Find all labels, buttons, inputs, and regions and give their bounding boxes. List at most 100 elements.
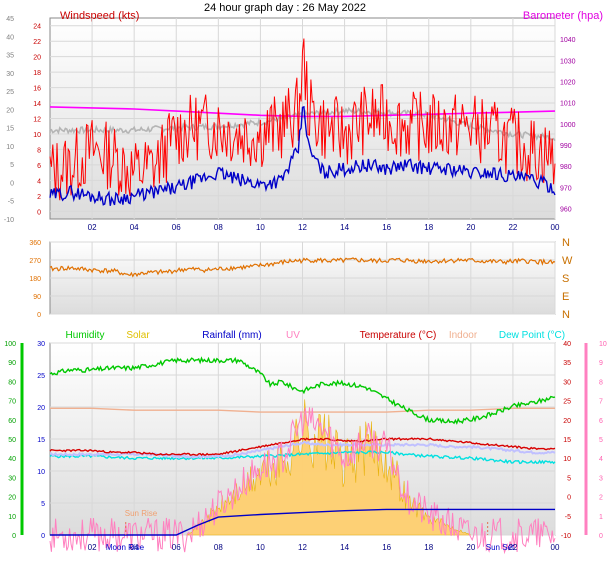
environment-x-tick-label: 04 bbox=[130, 543, 139, 552]
baro-tick-label: 980 bbox=[560, 164, 572, 171]
wind-grid bbox=[50, 18, 556, 219]
environment-x-tick-label: 14 bbox=[340, 543, 349, 552]
wind-right-ticks: 960 970 980 990 1000 1010 1020 1030 1040 bbox=[560, 37, 576, 213]
wind-outer-tick-label: 25 bbox=[6, 89, 14, 96]
wind-x-tick-label: 20 bbox=[466, 223, 475, 232]
solar-area-fill bbox=[185, 399, 471, 536]
direction-tick-label: 270 bbox=[29, 258, 41, 265]
uv-tick-label: 8 bbox=[599, 379, 603, 386]
sun-set-label: Sun Set bbox=[486, 543, 515, 552]
compass-label: N bbox=[562, 237, 570, 249]
wind-outer-tick-label: 30 bbox=[6, 71, 14, 78]
legend-entry: Dew Point (°C) bbox=[499, 330, 565, 341]
rainfall-tick-label: 10 bbox=[37, 469, 45, 476]
baro-tick-label: 1030 bbox=[560, 58, 576, 65]
humidity-tick-label: 100 bbox=[4, 341, 16, 348]
temperature-tick-label: -10 bbox=[561, 533, 571, 540]
direction-tick-label: 360 bbox=[29, 240, 41, 247]
temperature-tick-label: 20 bbox=[563, 418, 571, 425]
environment-x-tick-label: 12 bbox=[298, 543, 307, 552]
temperature-line bbox=[49, 437, 556, 456]
solar-area bbox=[185, 399, 471, 536]
environment-x-tick-label: 18 bbox=[424, 543, 433, 552]
wind-outer-tick-label: 0 bbox=[10, 180, 14, 187]
wind-left-tick-label: 12 bbox=[33, 117, 41, 124]
indoor-line bbox=[50, 407, 555, 413]
wind-left-tick-label: 22 bbox=[33, 39, 41, 46]
uv-tick-label: 4 bbox=[599, 456, 603, 463]
humidity-tick-label: 90 bbox=[8, 360, 16, 367]
compass-label: E bbox=[562, 291, 569, 303]
environment-panel: Humidity Solar Rainfall (mm) UV Temperature … bbox=[4, 330, 607, 555]
wind-outer-tick-label: 10 bbox=[6, 144, 14, 151]
humidity-tick-label: 0 bbox=[12, 533, 16, 540]
legend-entry: Indoor bbox=[449, 330, 478, 341]
uv-tick-label: 1 bbox=[599, 514, 603, 521]
temperature-tick-label: 25 bbox=[563, 399, 571, 406]
wind-series bbox=[49, 38, 556, 206]
wind-speed-line bbox=[49, 105, 556, 206]
environment-right-ticks: -10 -5 0 5 10 15 20 25 30 35 40 0 1 2 3 4 5 6 7 8 9 10 bbox=[561, 341, 607, 540]
sun-rise-label: Sun Rise bbox=[125, 509, 158, 518]
uv-line bbox=[49, 407, 556, 555]
humidity-tick-label: 50 bbox=[8, 437, 16, 444]
environment-x-tick-label: 06 bbox=[172, 543, 181, 552]
humidity-tick-label: 70 bbox=[8, 399, 16, 406]
baro-tick-label: 1010 bbox=[560, 101, 576, 108]
temperature-tick-label: 0 bbox=[567, 495, 571, 502]
uv-tick-label: 10 bbox=[599, 341, 607, 348]
uv-tick-label: 5 bbox=[599, 437, 603, 444]
environment-x-tick-label: 16 bbox=[382, 543, 391, 552]
wind-panel: Windspeed (kts) Barometer (hpa) 02468101… bbox=[4, 10, 603, 232]
compass-label: S bbox=[562, 273, 569, 285]
humidity-tick-label: 40 bbox=[8, 456, 16, 463]
uv-tick-label: 6 bbox=[599, 418, 603, 425]
wind-x-tick-label: 14 bbox=[340, 223, 349, 232]
rainfall-tick-label: 30 bbox=[37, 341, 45, 348]
direction-tick-label: 180 bbox=[29, 276, 41, 283]
rainfall-tick-label: 25 bbox=[37, 373, 45, 380]
uv-tick-label: 7 bbox=[599, 399, 603, 406]
environment-left-ticks: 0 5 10 15 20 25 30 0 10 20 30 40 50 60 70 80 90 100 bbox=[4, 341, 45, 540]
direction-tick-label: 0 bbox=[37, 312, 41, 319]
wind-left-tick-label: 8 bbox=[37, 147, 41, 154]
temperature-tick-label: -5 bbox=[565, 514, 571, 521]
wind-direction-line bbox=[49, 257, 556, 278]
wind-left-tick-label: 14 bbox=[33, 101, 41, 108]
environment-x-tick-label: 20 bbox=[466, 543, 475, 552]
wind-outer-tick-label: -5 bbox=[8, 199, 14, 206]
wind-outer-tick-label: 15 bbox=[6, 126, 14, 133]
temperature-tick-label: 30 bbox=[563, 379, 571, 386]
compass-label: N bbox=[562, 309, 570, 321]
rainfall-tick-label: 20 bbox=[37, 405, 45, 412]
wind-left-tick-label: 24 bbox=[33, 24, 41, 31]
humidity-line bbox=[49, 356, 556, 425]
rainfall-tick-label: 5 bbox=[41, 501, 45, 508]
baro-tick-label: 970 bbox=[560, 185, 572, 192]
wind-x-tick-label: 06 bbox=[172, 223, 181, 232]
humidity-tick-label: 80 bbox=[8, 379, 16, 386]
wind-left-tick-label: 6 bbox=[37, 163, 41, 170]
chart-title: 24 hour graph day : 26 May 2022 bbox=[204, 2, 366, 14]
environment-x-ticks: 02 04 06 08 10 12 14 16 18 20 22 00 bbox=[88, 543, 560, 552]
direction-tick-label: 90 bbox=[33, 294, 41, 301]
wind-x-tick-label: 10 bbox=[256, 223, 265, 232]
apparent-temperature-line bbox=[49, 440, 556, 460]
uv-tick-label: 2 bbox=[599, 495, 603, 502]
environment-x-tick-label: 22 bbox=[508, 543, 517, 552]
baro-tick-label: 960 bbox=[560, 206, 572, 213]
wind-x-tick-label: 08 bbox=[214, 223, 223, 232]
legend-entry: Temperature (°C) bbox=[360, 330, 437, 341]
environment-x-tick-label: 10 bbox=[256, 543, 265, 552]
wind-x-ticks: 02 04 06 08 10 12 14 16 18 20 22 00 bbox=[88, 223, 560, 232]
wind-left-tick-label: 10 bbox=[33, 132, 41, 139]
wind-x-tick-label: 00 bbox=[551, 223, 560, 232]
rainfall-tick-label: 0 bbox=[41, 533, 45, 540]
temperature-tick-label: 40 bbox=[563, 341, 571, 348]
wind-outer-tick-label: 5 bbox=[10, 162, 14, 169]
wind-left-tick-label: 0 bbox=[37, 209, 41, 216]
wind-left-tick-label: 2 bbox=[37, 194, 41, 201]
environment-x-tick-label: 00 bbox=[551, 543, 560, 552]
wind-outer-tick-label: 40 bbox=[6, 34, 14, 41]
